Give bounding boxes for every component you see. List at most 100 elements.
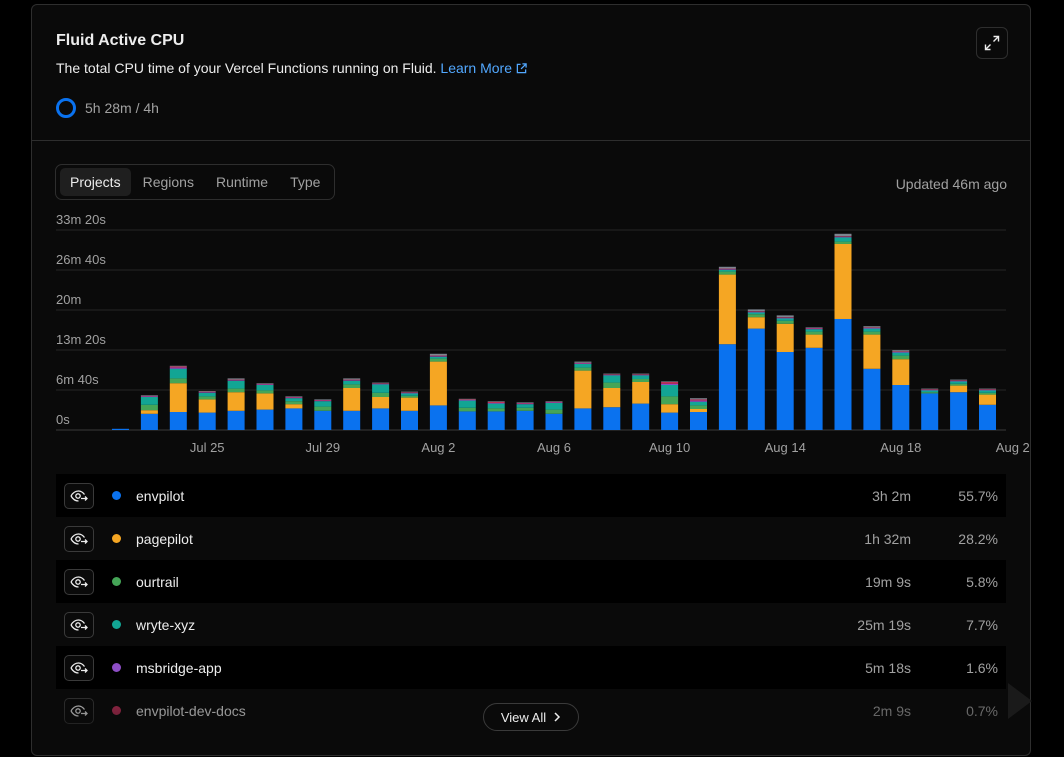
bar-segment-ourtrail[interactable] (169, 378, 187, 384)
bar-segment-other[interactable] (487, 401, 505, 402)
bar-segment-pagepilot[interactable] (718, 274, 736, 345)
bar-segment-ourtrail[interactable] (285, 401, 303, 405)
bar-segment-other[interactable] (256, 383, 274, 384)
bar-segment-msbridge-app[interactable] (314, 400, 332, 402)
bar-segment-ourtrail[interactable] (863, 331, 881, 335)
bar-segment-other[interactable] (198, 390, 216, 392)
bar-segment-pagepilot[interactable] (256, 393, 274, 410)
bar-segment-other[interactable] (747, 309, 765, 312)
bar-segment-ourtrail[interactable] (834, 241, 852, 244)
expand-button[interactable] (976, 27, 1008, 59)
bar-segment-envpilot[interactable] (950, 392, 968, 430)
bar-segment-wryte-xyz[interactable] (805, 329, 823, 332)
bar-segment-ourtrail[interactable] (718, 271, 736, 275)
bar-segment-envpilot-dev-docs[interactable] (198, 391, 216, 393)
bar-segment-other[interactable] (834, 233, 852, 237)
bar-segment-msbridge-app[interactable] (718, 269, 736, 270)
bar-segment-pagepilot[interactable] (950, 385, 968, 393)
bar-segment-msbridge-app[interactable] (690, 400, 707, 402)
bar-segment-other[interactable] (401, 391, 418, 393)
bar-segment-pagepilot[interactable] (372, 396, 390, 409)
bar-segment-envpilot-dev-docs[interactable] (372, 383, 390, 384)
bar-segment-wryte-xyz[interactable] (401, 393, 418, 396)
bar-segment-other[interactable] (950, 379, 968, 381)
bar-segment-envpilot-dev-docs[interactable] (429, 355, 447, 357)
bar-segment-ourtrail[interactable] (256, 390, 274, 394)
bar-segment-msbridge-app[interactable] (863, 327, 881, 329)
bar-segment-msbridge-app[interactable] (632, 374, 650, 376)
bar-segment-wryte-xyz[interactable] (892, 352, 910, 356)
bar-segment-msbridge-app[interactable] (458, 399, 476, 401)
bar-segment-msbridge-app[interactable] (343, 380, 361, 381)
bar-segment-other[interactable] (979, 388, 996, 390)
bar-segment-wryte-xyz[interactable] (603, 375, 621, 383)
bar-segment-wryte-xyz[interactable] (343, 380, 361, 385)
bar-segment-other[interactable] (805, 327, 823, 328)
bar-segment-wryte-xyz[interactable] (747, 312, 765, 315)
bar-segment-wryte-xyz[interactable] (516, 404, 534, 408)
bar-segment-ourtrail[interactable] (372, 392, 390, 397)
bar-segment-ourtrail[interactable] (574, 367, 592, 371)
bar-segment-wryte-xyz[interactable] (314, 401, 332, 407)
tab-type[interactable]: Type (290, 174, 321, 190)
bar-segment-wryte-xyz[interactable] (487, 403, 505, 409)
project-row[interactable]: msbridge-app 5m 18s 1.6% (56, 646, 1006, 689)
toggle-visibility-button[interactable] (64, 654, 94, 681)
bar-segment-ourtrail[interactable] (776, 320, 794, 324)
bar-segment-other[interactable] (227, 378, 245, 380)
bar-segment-ourtrail[interactable] (545, 409, 563, 414)
bar-segment-pagepilot[interactable] (979, 394, 996, 405)
bar-segment-envpilot-dev-docs[interactable] (401, 392, 418, 393)
bar-segment-envpilot-dev-docs[interactable] (979, 389, 996, 390)
bar-segment-envpilot-dev-docs[interactable] (776, 317, 794, 318)
bar-segment-wryte-xyz[interactable] (429, 356, 447, 359)
bar-segment-pagepilot[interactable] (805, 334, 823, 348)
toggle-visibility-button[interactable] (64, 525, 94, 552)
bar-segment-wryte-xyz[interactable] (863, 328, 881, 332)
bar-segment-envpilot[interactable] (140, 413, 158, 430)
bar-segment-pagepilot[interactable] (834, 243, 852, 319)
bar-segment-pagepilot[interactable] (574, 370, 592, 409)
bar-segment-other[interactable] (314, 399, 332, 400)
bar-segment-other[interactable] (285, 396, 303, 397)
bar-segment-ourtrail[interactable] (603, 382, 621, 388)
bar-segment-envpilot-dev-docs[interactable] (343, 379, 361, 381)
bar-segment-envpilot[interactable] (545, 413, 563, 430)
bar-segment-ourtrail[interactable] (314, 406, 332, 411)
bar-segment-envpilot[interactable] (227, 410, 245, 430)
bar-segment-envpilot[interactable] (979, 404, 996, 430)
bar-segment-envpilot-dev-docs[interactable] (169, 366, 187, 368)
bar-segment-wryte-xyz[interactable] (458, 400, 476, 408)
bar-segment-envpilot-dev-docs[interactable] (285, 396, 303, 398)
bar-segment-wryte-xyz[interactable] (256, 384, 274, 391)
bar-segment-pagepilot[interactable] (401, 397, 418, 411)
bar-segment-envpilot-dev-docs[interactable] (603, 374, 621, 375)
bar-segment-wryte-xyz[interactable] (979, 390, 996, 393)
bar-segment-ourtrail[interactable] (950, 383, 968, 386)
bar-segment-other[interactable] (372, 382, 390, 384)
bar-segment-envpilot[interactable] (401, 410, 418, 430)
bar-segment-other[interactable] (458, 398, 476, 400)
bar-segment-other[interactable] (661, 381, 679, 382)
bar-segment-wryte-xyz[interactable] (834, 237, 852, 242)
toggle-visibility-button[interactable] (64, 568, 94, 595)
bar-segment-other[interactable] (516, 402, 534, 403)
bar-segment-envpilot-dev-docs[interactable] (661, 381, 679, 384)
bar-segment-other[interactable] (921, 388, 939, 390)
bar-segment-msbridge-app[interactable] (834, 236, 852, 238)
bar-segment-msbridge-app[interactable] (661, 383, 679, 385)
bar-segment-ourtrail[interactable] (458, 407, 476, 412)
bar-segment-msbridge-app[interactable] (140, 396, 158, 397)
bar-segment-envpilot[interactable] (314, 410, 332, 430)
bar-segment-pagepilot[interactable] (632, 381, 650, 404)
bar-segment-pagepilot[interactable] (690, 408, 707, 412)
bar-segment-ourtrail[interactable] (227, 388, 245, 393)
bar-segment-envpilot-dev-docs[interactable] (718, 268, 736, 270)
bar-segment-envpilot[interactable] (574, 408, 592, 430)
tab-regions[interactable]: Regions (142, 174, 194, 190)
bar-segment-pagepilot[interactable] (747, 317, 765, 329)
bar-segment-envpilot[interactable] (603, 407, 621, 430)
bar-segment-wryte-xyz[interactable] (690, 401, 707, 406)
bar-segment-msbridge-app[interactable] (805, 328, 823, 330)
bar-segment-envpilot-dev-docs[interactable] (487, 401, 505, 403)
